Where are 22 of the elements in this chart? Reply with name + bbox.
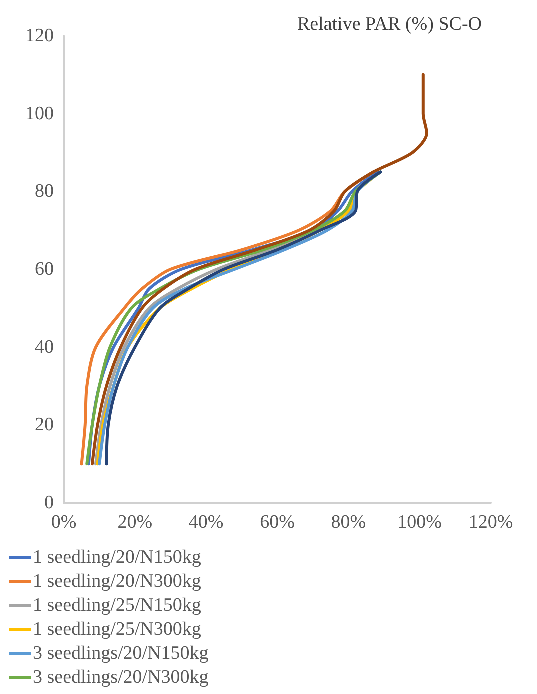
x-tick-label: 120% <box>468 512 514 533</box>
x-tick-label: 40% <box>188 512 224 533</box>
y-tick-label: 120 <box>26 26 54 46</box>
legend-label: 1 seedling/20/N300kg <box>33 571 202 592</box>
y-tick-label: 80 <box>35 181 54 202</box>
legend-label: 1 seedling/25/N150kg <box>33 595 202 616</box>
legend-label: 1 seedling/25/N300kg <box>33 619 202 640</box>
x-tick-label: 0% <box>51 512 77 533</box>
x-tick-label: 80% <box>331 512 366 533</box>
chart-title: Relative PAR (%) SC-O <box>297 14 482 35</box>
line-series <box>90 73 428 466</box>
y-tick-label: 60 <box>35 259 54 280</box>
legend-label: 1 seedling/20/N150kg <box>33 547 202 568</box>
y-tick-label: 0 <box>44 492 54 514</box>
y-tick-label: 100 <box>26 103 54 124</box>
y-tick-label: 40 <box>35 336 54 358</box>
y-tick-label: 20 <box>35 414 54 436</box>
x-tick-label: 100% <box>398 512 442 533</box>
legend-label: 3 seedlings/20/N300kg <box>33 667 210 688</box>
x-tick-label: 20% <box>118 512 153 533</box>
legend-label: 3 seedlings/20/N150kg <box>33 643 210 664</box>
x-tick-label: 60% <box>260 512 296 533</box>
